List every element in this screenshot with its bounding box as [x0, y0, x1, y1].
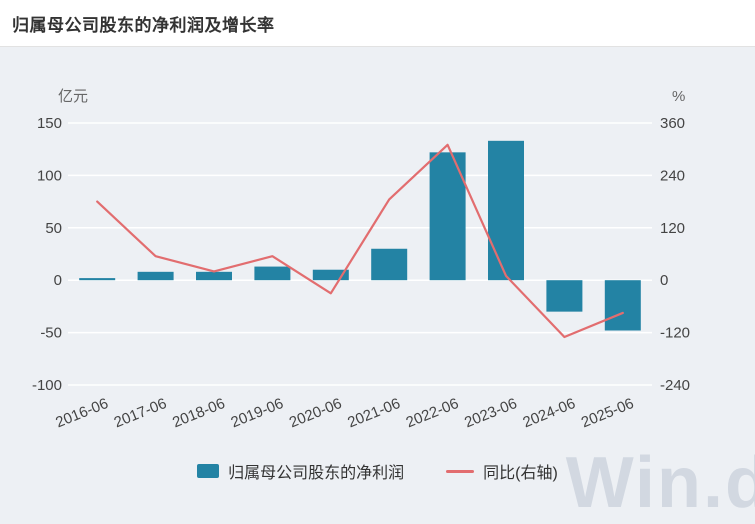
- right-axis-tick-label: 120: [660, 220, 685, 237]
- bar-swatch-icon: [197, 464, 220, 478]
- right-axis-tick-label: -120: [660, 325, 690, 342]
- bar-2017-06: [137, 271, 174, 281]
- legend-label-yoy: 同比(右轴): [483, 465, 558, 482]
- chart-header: 归属母公司股东的净利润及增长率: [0, 0, 755, 47]
- legend-item-yoy[interactable]: 同比(右轴): [446, 459, 558, 483]
- x-axis-label-2024-06: 2024-06: [520, 395, 577, 431]
- legend-item-net-profit[interactable]: 归属母公司股东的净利润: [197, 459, 404, 483]
- bar-2023-06: [488, 140, 524, 281]
- bar-2018-06: [196, 271, 232, 281]
- bar-2024-06: [546, 280, 583, 312]
- yoy-trend-line: [96, 143, 624, 339]
- x-axis-label-2021-06: 2021-06: [345, 395, 402, 431]
- bar-2019-06: [254, 266, 291, 281]
- bar-2025-06: [604, 280, 641, 331]
- right-axis-tick-label: 0: [660, 272, 668, 289]
- x-axis-label-2016-06: 2016-06: [53, 395, 110, 431]
- line-swatch-icon: [446, 469, 475, 473]
- x-axis-label-2020-06: 2020-06: [287, 395, 344, 431]
- left-axis-tick-label: 150: [37, 115, 62, 132]
- bar-2021-06: [371, 248, 408, 281]
- chart-title: 归属母公司股东的净利润及增长率: [12, 15, 275, 35]
- bar-2016-06: [79, 278, 116, 281]
- left-axis-tick-label: -50: [40, 325, 62, 342]
- right-axis-tick-label: -240: [660, 377, 690, 394]
- left-axis-tick-label: 0: [54, 272, 62, 289]
- bar-2020-06: [312, 269, 349, 281]
- legend-label-net-profit: 归属母公司股东的净利润: [228, 465, 405, 482]
- x-axis-label-2022-06: 2022-06: [404, 395, 461, 431]
- left-axis-tick-label: -100: [32, 377, 62, 394]
- left-axis-unit-label: 亿元: [58, 88, 88, 105]
- x-axis-label-2023-06: 2023-06: [462, 395, 519, 431]
- legend: 归属母公司股东的净利润 同比(右轴): [0, 459, 755, 483]
- left-axis-tick-label: 100: [37, 167, 62, 184]
- x-axis-label-2017-06: 2017-06: [112, 395, 169, 431]
- right-axis-tick-label: 240: [660, 167, 685, 184]
- x-axis-label-2018-06: 2018-06: [170, 395, 227, 431]
- left-axis-tick-label: 50: [45, 220, 62, 237]
- x-axis-label-2019-06: 2019-06: [228, 395, 285, 431]
- wind-watermark: Win.d: [565, 443, 755, 523]
- x-axis-label-2025-06: 2025-06: [579, 395, 636, 431]
- chart-region: Win.d 亿元% 150 360 100 240 50 120 0 0 -50 -120 -100 -…: [0, 47, 755, 523]
- right-axis-unit-label: %: [672, 88, 685, 105]
- right-axis-tick-label: 360: [660, 115, 685, 132]
- chart-canvas: 亿元 % 150 360 100 240 50 120 0 0 -50 -120 -100 -240 201…: [32, 88, 690, 431]
